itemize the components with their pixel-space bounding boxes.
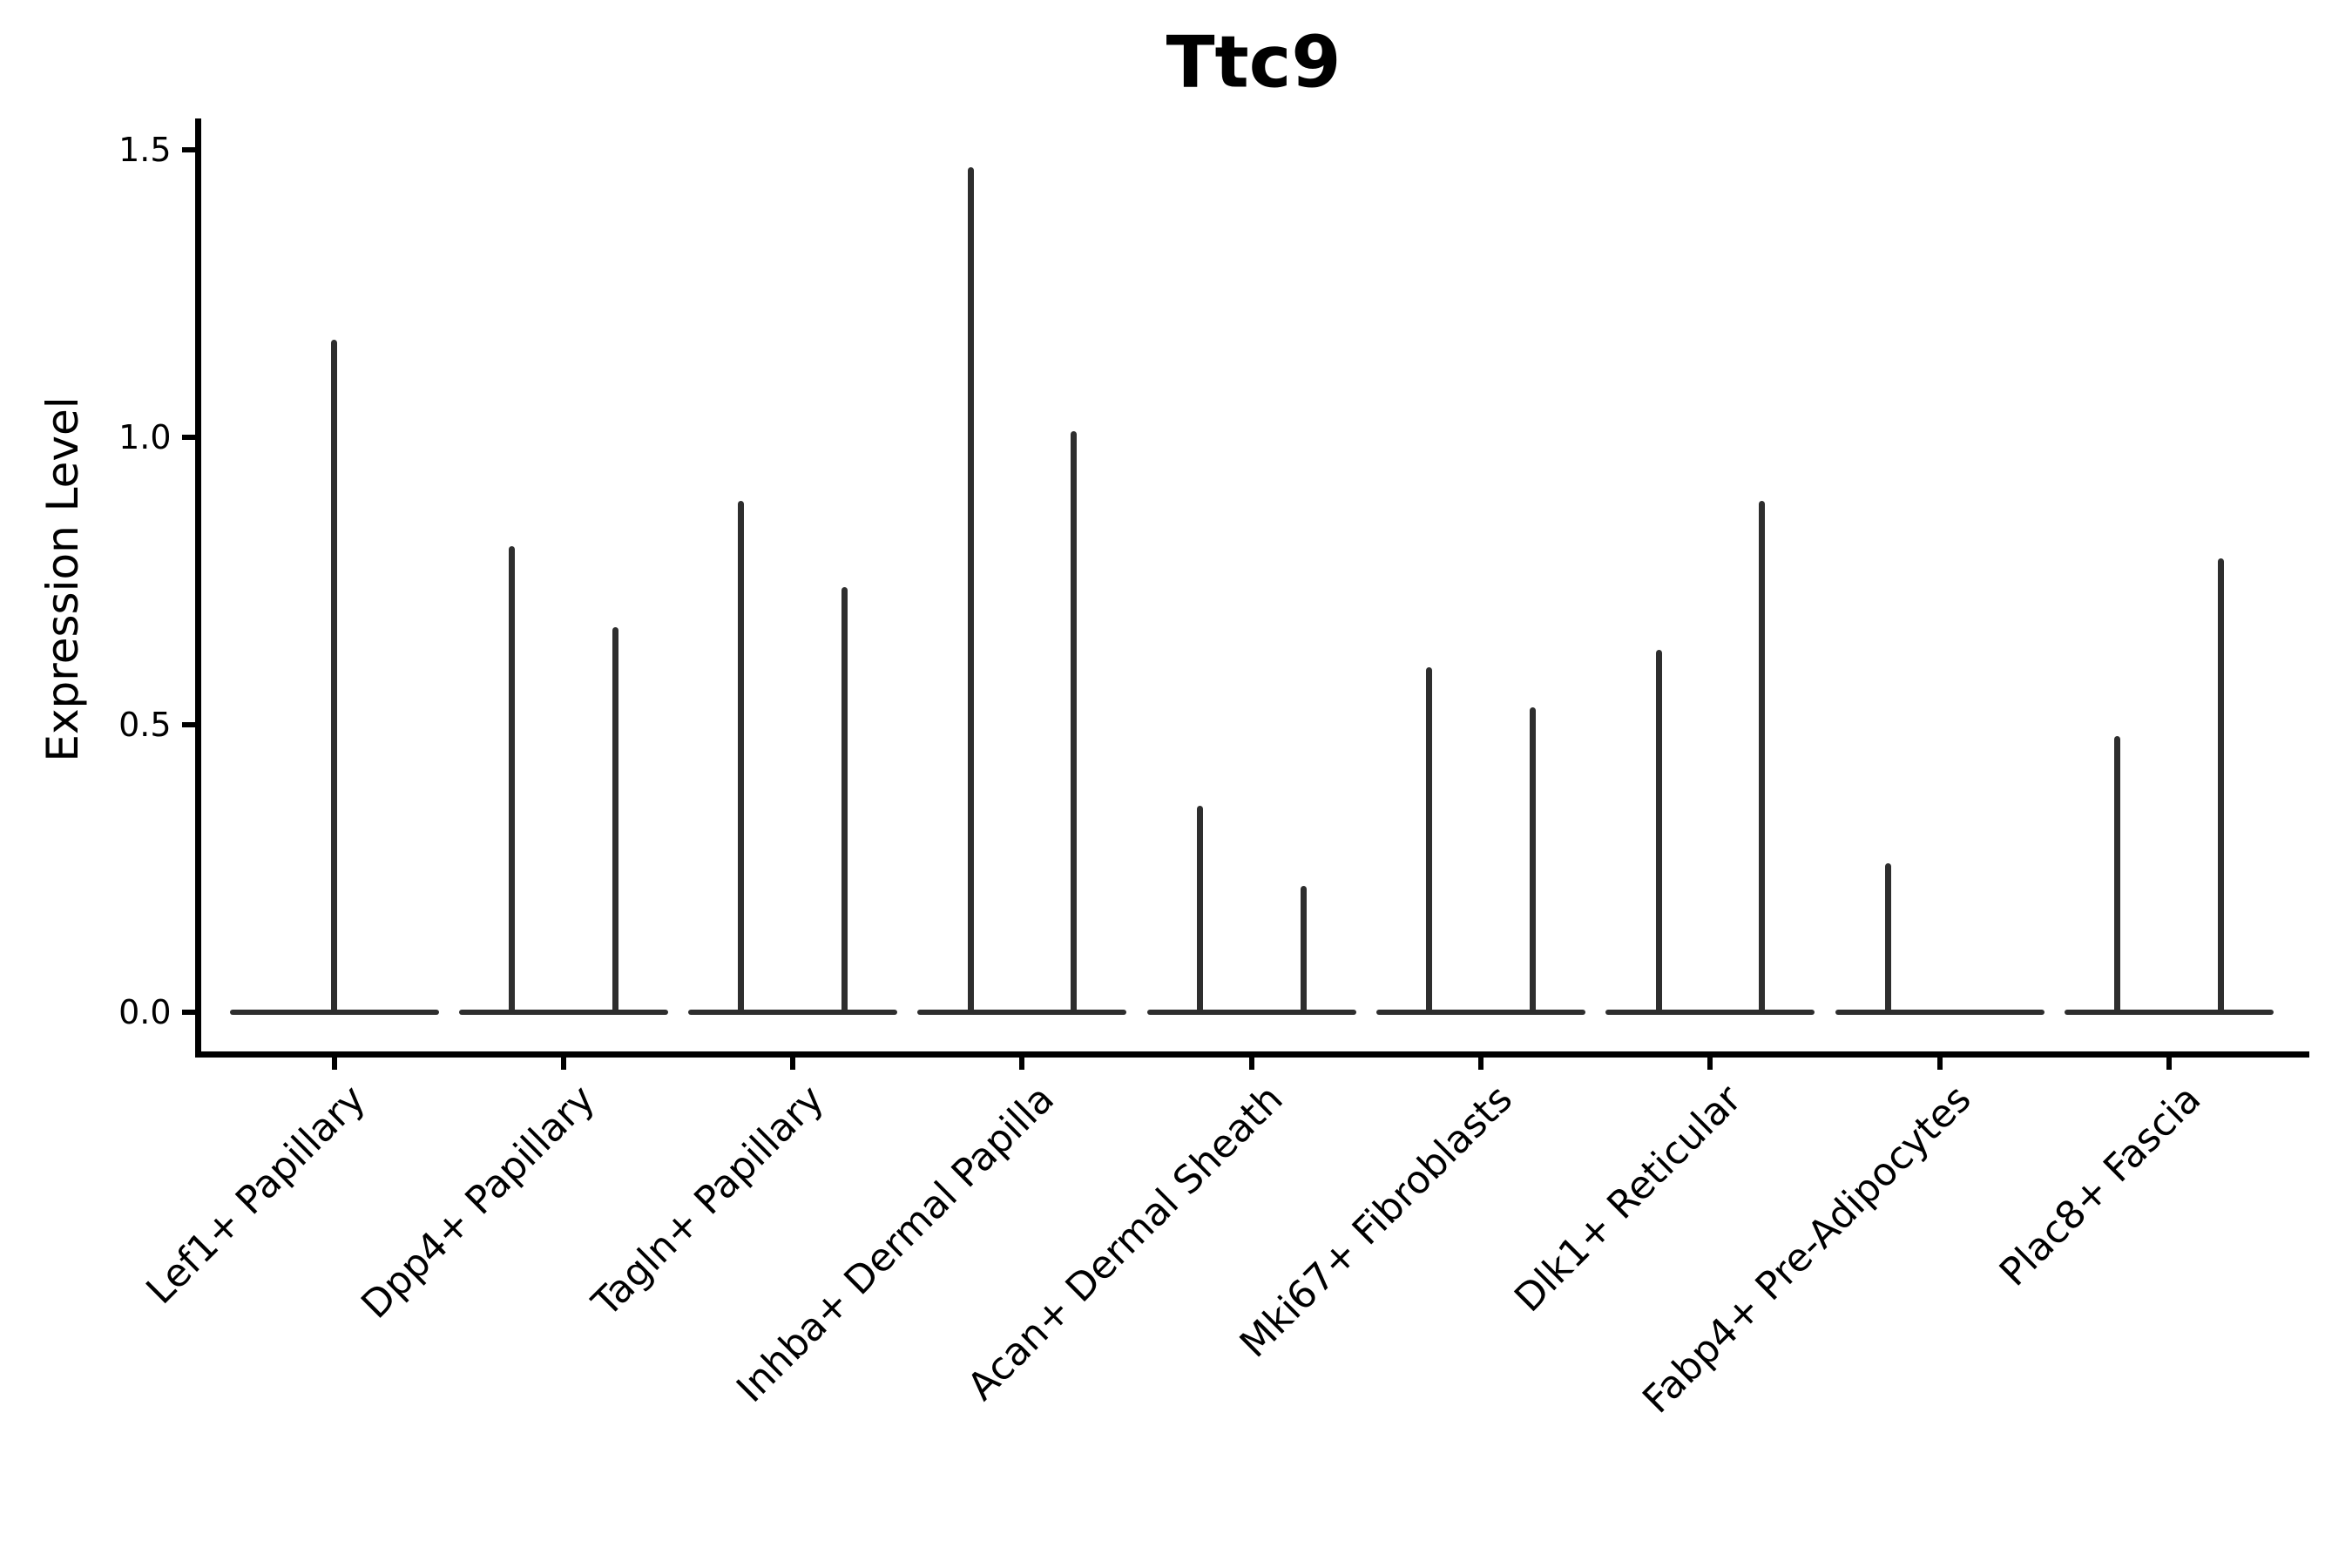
x-tick-label: Lef1+ Papillary: [138, 1076, 375, 1313]
violin-zero-baseline: [1835, 1010, 2044, 1016]
chart-title: Ttc9: [1166, 21, 1342, 105]
y-tick-mark: [181, 1010, 195, 1016]
y-axis-line: [194, 118, 201, 1058]
violin-tail-spike: [1300, 886, 1307, 1016]
x-tick-mark: [331, 1057, 337, 1070]
violin-tail-spike: [1529, 707, 1536, 1016]
violin-zero-baseline: [917, 1010, 1127, 1016]
violin-zero-baseline: [1376, 1010, 1585, 1016]
violin-tail-spike: [2217, 558, 2224, 1016]
violin-tail-spike: [738, 500, 745, 1016]
y-tick-label: 0.5: [118, 706, 172, 745]
x-tick-label: Plac8+ Fascia: [1990, 1076, 2209, 1295]
x-tick-mark: [1707, 1057, 1713, 1070]
x-axis-line: [194, 1051, 2309, 1058]
y-tick-mark: [181, 146, 195, 152]
violin-tail-spike: [841, 586, 848, 1016]
y-tick-label: 1.0: [118, 417, 172, 456]
x-tick-mark: [560, 1057, 566, 1070]
x-tick-label: Tagln+ Papillary: [584, 1076, 834, 1325]
violin-zero-baseline: [458, 1010, 668, 1016]
violin-tail-spike: [1196, 805, 1203, 1016]
violin-tail-spike: [2114, 736, 2121, 1016]
x-tick-mark: [1248, 1057, 1254, 1070]
violin-zero-baseline: [2064, 1010, 2274, 1016]
x-tick-label: Dlk1+ Reticular: [1506, 1076, 1751, 1321]
violin-tail-spike: [967, 166, 974, 1016]
y-tick-mark: [181, 722, 195, 728]
violin-zero-baseline: [1605, 1010, 1815, 1016]
x-tick-label: Dpp4+ Papillary: [353, 1076, 604, 1328]
violin-zero-baseline: [1146, 1010, 1356, 1016]
violin-tail-spike: [612, 626, 618, 1016]
violin-tail-spike: [509, 546, 515, 1016]
violin-tail-spike: [1655, 650, 1662, 1016]
x-tick-mark: [790, 1057, 796, 1070]
x-tick-mark: [2166, 1057, 2172, 1070]
violin-tail-spike: [1426, 667, 1433, 1016]
violin-tail-spike: [1071, 431, 1078, 1016]
violin-tail-spike: [1884, 862, 1891, 1016]
violin-tail-spike: [1759, 500, 1766, 1016]
y-tick-label: 1.5: [118, 130, 172, 169]
x-tick-mark: [1019, 1057, 1025, 1070]
y-tick-label: 0.0: [118, 993, 172, 1032]
violin-zero-baseline: [688, 1010, 898, 1016]
y-tick-mark: [181, 434, 195, 440]
x-tick-mark: [1936, 1057, 1943, 1070]
violin-tail-spike: [331, 339, 337, 1016]
x-tick-mark: [1478, 1057, 1484, 1070]
